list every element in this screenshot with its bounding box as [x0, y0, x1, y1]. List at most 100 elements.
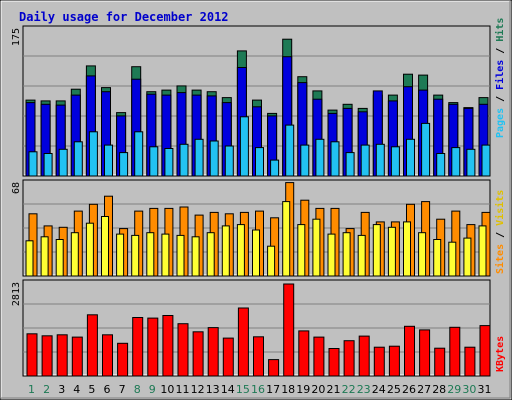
kbytes-bar	[147, 317, 159, 377]
sites-bar	[116, 233, 125, 277]
day-label: 5	[88, 383, 95, 396]
sites-bar	[55, 239, 64, 277]
day-label: 9	[149, 383, 156, 396]
kbytes-bar	[71, 336, 83, 377]
kbytes-bar	[132, 317, 144, 377]
pages-bar	[375, 143, 385, 177]
pages-label: Pages	[495, 108, 506, 138]
pages-bar	[330, 141, 340, 177]
day-label: 2	[43, 383, 50, 396]
sites-bar	[146, 232, 155, 277]
kbytes-bar	[419, 329, 431, 377]
sites-bar	[312, 218, 321, 277]
day-label: 23	[357, 383, 371, 396]
day-label: 12	[191, 383, 205, 396]
panel-2-series-label: Sites / Visits	[494, 190, 506, 274]
kbytes-bar	[373, 346, 385, 377]
day-label: 11	[176, 383, 190, 396]
sites-bar	[297, 224, 306, 277]
slash-2: /	[495, 42, 506, 60]
day-label: 20	[311, 383, 325, 396]
visits-label: Visits	[494, 190, 506, 226]
sites-bar	[252, 229, 260, 277]
day-label: 28	[432, 383, 446, 396]
day-label: 14	[221, 383, 235, 396]
kbytes-bar	[117, 342, 129, 377]
panel-2-ymax-label: 68	[11, 182, 22, 194]
pages-bar	[315, 138, 325, 177]
day-label: 26	[402, 383, 416, 396]
sites-bar	[161, 233, 170, 277]
pages-bar	[255, 147, 264, 177]
hits-files-pages-panel	[22, 25, 491, 177]
kbytes-bar	[56, 334, 68, 377]
day-label: 25	[387, 383, 401, 396]
sites-bar	[236, 224, 245, 277]
sites-bar	[221, 225, 230, 277]
sites-bar	[131, 234, 140, 277]
kbytes-bar	[283, 283, 295, 377]
kbytes-bar	[449, 326, 461, 377]
panel-1-ymax-label: 175	[11, 28, 22, 46]
day-label: 17	[266, 383, 280, 396]
pages-bar	[209, 140, 219, 177]
pages-bar	[164, 148, 174, 177]
day-label: 24	[372, 383, 386, 396]
pages-bar	[285, 124, 295, 177]
day-label: 21	[327, 383, 341, 396]
sites-bar	[372, 224, 381, 277]
kbytes-bar	[162, 315, 174, 377]
day-label: 3	[58, 383, 65, 396]
hits-label: Hits	[494, 18, 506, 42]
pages-bar	[43, 153, 53, 177]
sites-bar	[85, 222, 94, 277]
pages-bar	[466, 148, 476, 177]
kbytes-bar	[207, 327, 219, 377]
sites-bar	[418, 232, 427, 277]
kbytes-bar	[388, 345, 400, 377]
sites-bar	[206, 232, 215, 277]
pages-bar	[300, 144, 310, 177]
day-label: 1	[28, 383, 35, 396]
kbytes-bar	[102, 334, 113, 377]
pages-bar	[58, 148, 68, 177]
sites-bar	[478, 225, 487, 277]
sites-bar	[403, 221, 411, 277]
pages-bar	[270, 159, 280, 177]
kbytes-bar	[177, 323, 189, 377]
visits-sites-panel	[22, 179, 491, 277]
kbytes-bar	[479, 325, 491, 377]
pages-bar	[88, 131, 98, 177]
kbytes-bar	[41, 335, 53, 377]
kbytes-bar	[434, 347, 446, 377]
pages-bar	[345, 152, 355, 177]
day-label: 15	[236, 383, 250, 396]
kbytes-bar	[192, 331, 204, 377]
day-label: 30	[462, 383, 476, 396]
pages-bar	[104, 144, 113, 177]
day-label: 18	[281, 383, 295, 396]
slash-3: /	[495, 226, 506, 244]
day-label: 13	[206, 383, 220, 396]
sites-bar	[101, 216, 109, 277]
day-label: 4	[73, 383, 80, 396]
pages-bar	[149, 146, 159, 177]
pages-bar	[239, 116, 249, 177]
kbytes-label: KBytes	[495, 336, 506, 372]
day-label: 16	[251, 383, 265, 396]
kbytes-bar	[268, 359, 280, 377]
pages-bar	[194, 138, 204, 177]
chart-title: Daily usage for December 2012	[19, 10, 229, 24]
kbytes-bar	[313, 336, 325, 377]
sites-bar	[448, 241, 457, 277]
files-label: Files	[494, 60, 506, 90]
sites-bar	[25, 240, 34, 277]
kbytes-bar	[464, 346, 476, 377]
sites-bar	[40, 236, 49, 277]
day-label: 29	[447, 383, 461, 396]
pages-bar	[390, 146, 400, 177]
kbytes-bar	[328, 348, 340, 377]
day-label: 31	[478, 383, 492, 396]
pages-bar	[179, 143, 189, 177]
